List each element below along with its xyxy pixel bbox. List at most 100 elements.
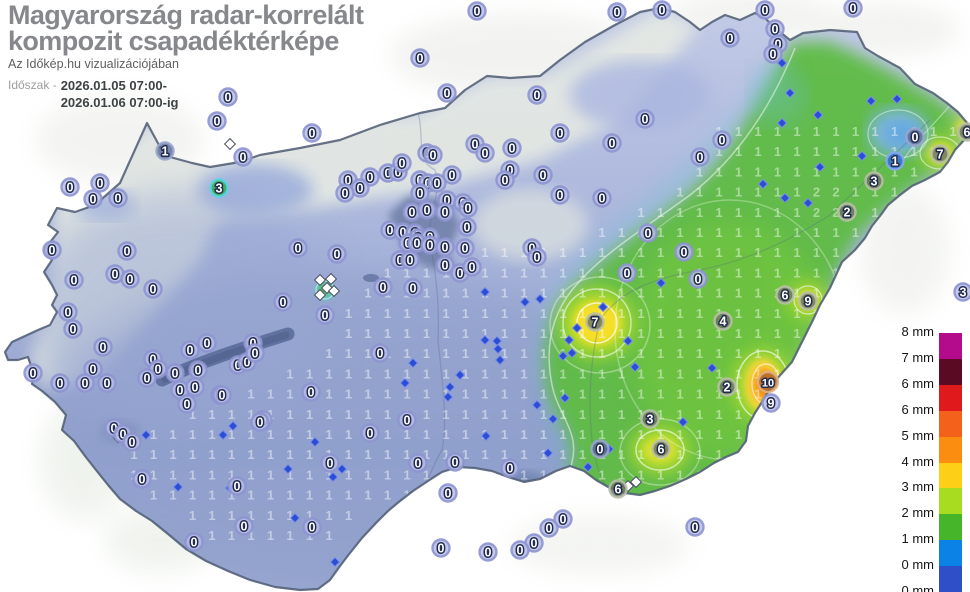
station-marker: 0	[400, 250, 420, 270]
station-marker: 0	[755, 0, 775, 20]
grid-value: 1	[657, 467, 664, 482]
grid-value: 1	[247, 427, 254, 442]
svg-text:0: 0	[410, 282, 417, 296]
grid-value: 1	[462, 467, 469, 482]
svg-text:0: 0	[177, 384, 184, 398]
svg-text:0: 0	[334, 248, 341, 262]
grid-value: 1	[481, 326, 488, 341]
grid-value: 1	[423, 306, 430, 321]
grid-value: 1	[228, 508, 235, 523]
grid-value: 1	[852, 144, 859, 159]
svg-text:9: 9	[768, 397, 775, 411]
snow-report-diamonds	[140, 57, 903, 568]
grid-value: 1	[540, 286, 547, 301]
svg-text:3: 3	[960, 286, 967, 300]
grid-value: 1	[169, 427, 176, 442]
svg-text:0: 0	[150, 353, 157, 367]
grid-value: 1	[384, 326, 391, 341]
grid-value: 1	[267, 447, 274, 462]
grid-value: 1	[384, 306, 391, 321]
station-marker: 0	[335, 183, 355, 203]
grid-value: 1	[657, 306, 664, 321]
grid-value: 1	[208, 508, 215, 523]
grid-value: 1	[501, 306, 508, 321]
grid-value: 1	[423, 387, 430, 402]
svg-text:0: 0	[438, 542, 445, 556]
grid-value: 1	[598, 407, 605, 422]
svg-text:0: 0	[97, 177, 104, 191]
grid-value: 1	[462, 407, 469, 422]
grid-value: 1	[306, 508, 313, 523]
grid-value: 1	[228, 447, 235, 462]
grid-value: 1	[754, 225, 761, 240]
grid-value: 1	[871, 124, 878, 139]
svg-text:0: 0	[407, 254, 414, 268]
station-marker: 0	[108, 188, 128, 208]
grid-value: 1	[735, 124, 742, 139]
grid-value: 1	[189, 467, 196, 482]
station-marker: 0	[458, 198, 478, 218]
svg-text:0: 0	[540, 169, 547, 183]
svg-text:0: 0	[82, 377, 89, 391]
station-marker: 3	[864, 171, 884, 191]
station-marker: 1	[885, 151, 905, 171]
blue-diamond-icon	[140, 429, 152, 441]
station-marker: 0	[397, 410, 417, 430]
grid-value: 1	[364, 447, 371, 462]
svg-text:0: 0	[342, 187, 349, 201]
grid-value: 1	[715, 387, 722, 402]
grid-value: 1	[462, 366, 469, 381]
grid-value: 1	[891, 124, 898, 139]
blue-diamond-icon	[891, 93, 903, 105]
svg-text:3: 3	[647, 413, 654, 427]
grid-value: 1	[442, 447, 449, 462]
svg-text:0: 0	[100, 341, 107, 355]
grid-value: 1	[618, 467, 625, 482]
station-marker: 0	[475, 143, 495, 163]
grid-value: 1	[481, 488, 488, 503]
grid-value: 1	[774, 185, 781, 200]
station-marker: 3	[953, 282, 970, 302]
blue-diamond-icon	[779, 192, 791, 204]
svg-text:0: 0	[308, 386, 315, 400]
grid-value: 1	[579, 245, 586, 260]
grid-value: 1	[345, 326, 352, 341]
grid-value: 1	[540, 427, 547, 442]
grid-value: 1	[462, 306, 469, 321]
grid-value: 1	[637, 205, 644, 220]
station-marker: 0	[117, 241, 137, 261]
svg-text:0: 0	[257, 416, 264, 430]
grid-value: 1	[247, 407, 254, 422]
grid-value: 1	[735, 144, 742, 159]
grid-value: 1	[306, 467, 313, 482]
grid-value: 1	[657, 205, 664, 220]
svg-text:0: 0	[30, 367, 37, 381]
svg-text:0: 0	[127, 273, 134, 287]
grid-value: 1	[598, 488, 605, 503]
grid-value: 1	[501, 265, 508, 280]
svg-text:0: 0	[464, 221, 471, 235]
grid-value: 1	[832, 164, 839, 179]
blue-diamond-icon	[622, 335, 634, 347]
grid-value: 1	[754, 164, 761, 179]
station-marker: 0	[350, 178, 370, 198]
grid-value: 1	[364, 407, 371, 422]
grid-value: 1	[891, 164, 898, 179]
grid-value: 1	[559, 447, 566, 462]
grid-value: 1	[267, 467, 274, 482]
blue-diamond-icon	[629, 361, 641, 373]
grid-value: 1	[228, 407, 235, 422]
svg-text:10: 10	[762, 378, 774, 390]
grid-value: 1	[520, 346, 527, 361]
grid-value: 1	[715, 265, 722, 280]
grid-value: 1	[325, 366, 332, 381]
blue-diamond-icon	[492, 343, 504, 355]
grid-value: 1	[267, 508, 274, 523]
radar-grid-values: 1111111111111111111111111111111111111111…	[130, 124, 956, 543]
grid-value: 1	[423, 326, 430, 341]
grid-value: 1	[618, 306, 625, 321]
grid-value: 1	[208, 528, 215, 543]
station-marker: 0	[143, 279, 163, 299]
grid-value: 1	[871, 185, 878, 200]
station-marker: 0	[93, 337, 113, 357]
